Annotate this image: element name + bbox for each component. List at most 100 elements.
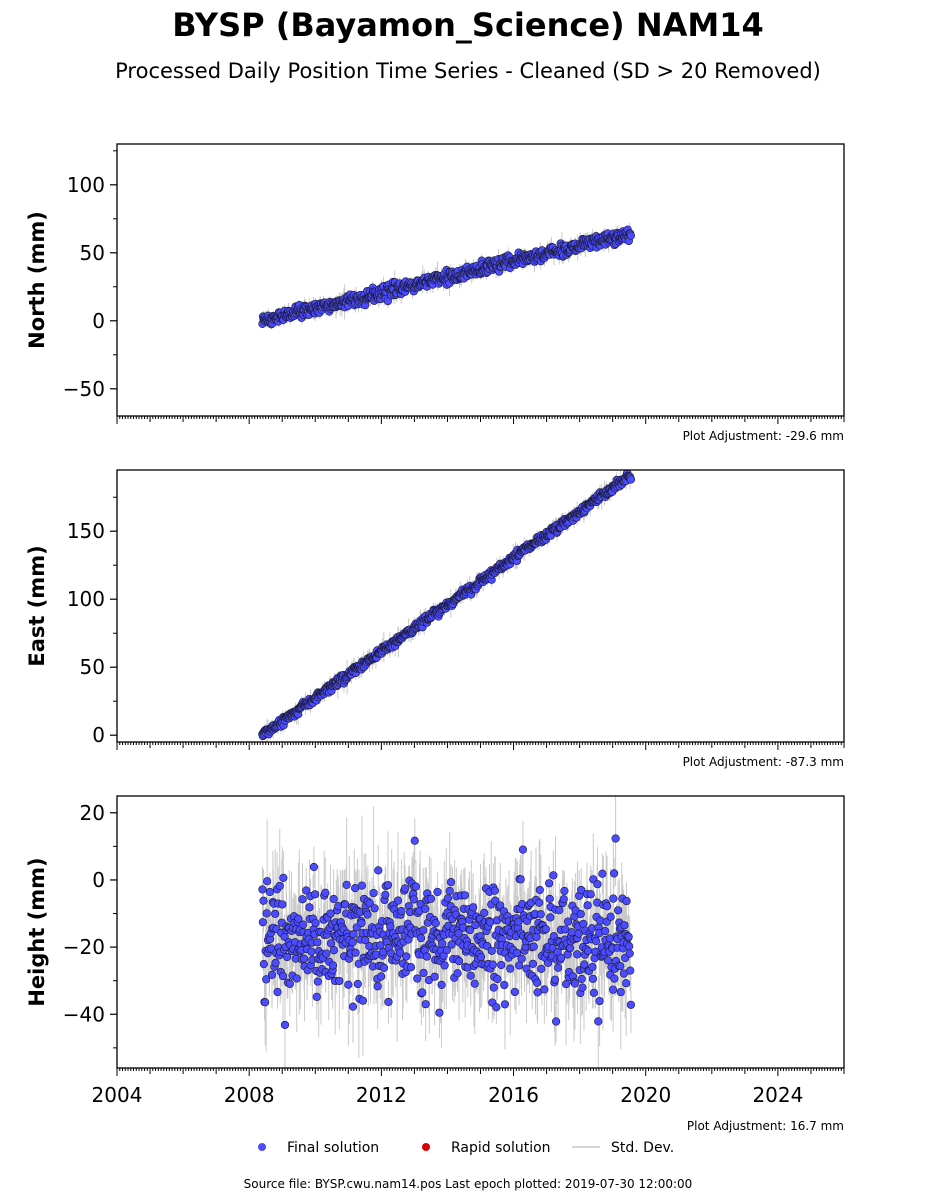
data-point (328, 961, 338, 970)
data-point (447, 940, 456, 949)
data-point (396, 948, 405, 957)
data-point (532, 932, 541, 942)
data-point (454, 929, 463, 938)
data-point (589, 988, 599, 997)
data-point (577, 974, 586, 984)
data-point (259, 896, 268, 905)
data-point (541, 925, 550, 934)
data-point (492, 1003, 501, 1012)
plot-area (258, 470, 636, 742)
panel-1: −50 0 50 100 North (mm) Plot Adjustment: -29.… (25, 143, 845, 443)
data-point (406, 963, 416, 972)
data-point (445, 886, 454, 896)
data-point (497, 960, 506, 970)
data-point (326, 909, 335, 918)
data-point (262, 975, 271, 984)
data-point (516, 875, 525, 884)
data-point (292, 974, 301, 983)
y-tick-label: 0 (92, 868, 105, 892)
data-point (326, 939, 336, 948)
data-point (400, 884, 410, 893)
data-point (329, 946, 339, 955)
data-point (593, 880, 602, 889)
data-point (311, 890, 320, 899)
data-point (443, 894, 453, 903)
data-point (329, 894, 338, 904)
y-tick-label: 50 (80, 655, 105, 679)
final-solution-points (258, 834, 636, 1030)
data-point (588, 974, 598, 983)
data-point (620, 921, 629, 930)
data-point (265, 887, 274, 897)
data-point (537, 964, 546, 973)
data-point (513, 948, 522, 958)
data-point (349, 930, 358, 939)
data-point (500, 1000, 510, 1009)
data-point (278, 900, 287, 909)
data-point (381, 890, 390, 899)
data-point (626, 475, 636, 484)
data-point (433, 887, 442, 897)
plot-adjustment: Plot Adjustment: -87.3 mm (683, 755, 844, 769)
data-point (578, 983, 587, 992)
data-point (616, 987, 625, 997)
data-point (259, 960, 268, 969)
data-point (624, 932, 633, 941)
data-point (488, 960, 497, 969)
data-point (413, 974, 422, 983)
data-point (517, 954, 526, 963)
data-point (476, 952, 486, 962)
data-point (370, 904, 379, 913)
data-point (466, 971, 475, 980)
data-point (273, 987, 282, 997)
data-point (309, 862, 319, 872)
data-point (550, 975, 560, 984)
data-point (275, 881, 284, 891)
data-point (322, 949, 331, 958)
data-point (549, 871, 558, 880)
data-point (373, 982, 382, 991)
data-point (486, 918, 495, 927)
data-point (365, 899, 374, 908)
plot-area (258, 222, 636, 330)
data-point (500, 980, 509, 990)
data-point (321, 888, 330, 897)
chart-title: BYSP (Bayamon_Science) NAM14 (172, 6, 763, 44)
data-point (379, 947, 388, 957)
data-point (591, 937, 601, 946)
data-point (560, 886, 569, 896)
data-point (313, 977, 322, 986)
data-point (419, 968, 428, 978)
data-point (625, 942, 634, 951)
data-point (409, 895, 418, 904)
data-point (460, 891, 470, 900)
data-point (358, 996, 368, 1005)
plot-area (258, 796, 636, 1068)
axes-frame (116, 143, 845, 417)
data-point (258, 885, 267, 894)
data-point (493, 975, 502, 984)
data-point (554, 963, 563, 972)
data-point (438, 939, 447, 948)
data-point (559, 895, 568, 904)
data-point (335, 976, 344, 986)
axes-frame (116, 469, 845, 743)
data-point (402, 952, 411, 961)
data-point (440, 961, 449, 970)
data-point (350, 884, 360, 893)
data-point (551, 1017, 561, 1026)
y-tick-label: 0 (92, 309, 105, 333)
plot-adjustment: Plot Adjustment: -29.6 mm (683, 429, 844, 443)
data-point (258, 918, 267, 927)
data-point (386, 922, 395, 931)
y-tick-label: 20 (80, 801, 105, 825)
data-point (535, 898, 544, 907)
data-point (279, 873, 288, 883)
data-point (540, 985, 549, 994)
data-point (598, 869, 607, 878)
data-point (278, 971, 288, 981)
data-point (610, 869, 619, 878)
data-point (611, 834, 620, 843)
data-point (374, 866, 383, 875)
data-point (453, 969, 462, 978)
